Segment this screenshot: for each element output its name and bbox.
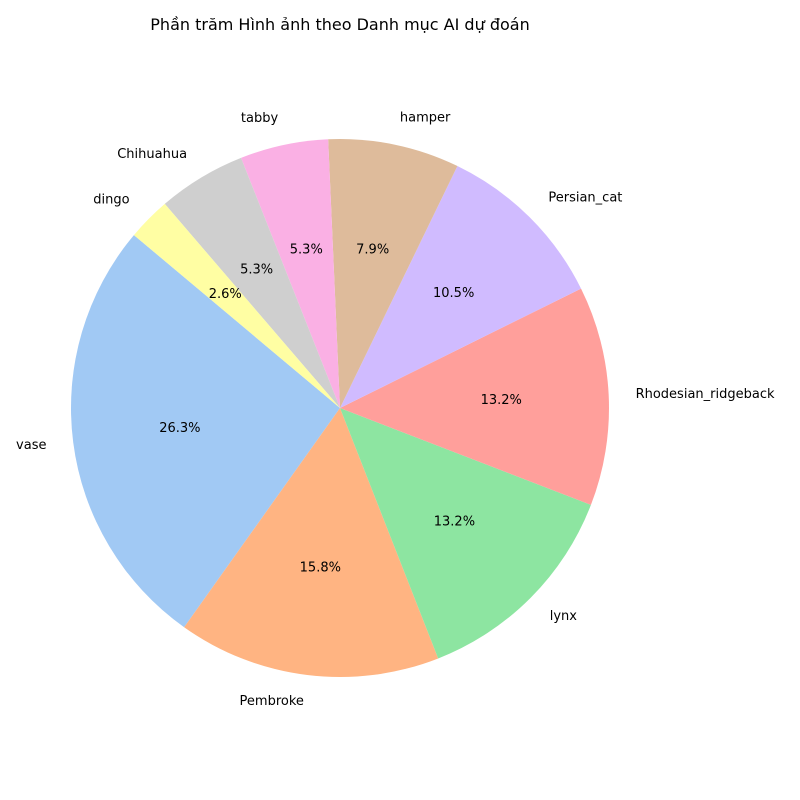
slice-label-hamper: hamper: [400, 111, 451, 126]
pie-slice-persian-cat: [340, 165, 582, 408]
pie-slice-pembroke: [184, 408, 439, 677]
slice-label-lynx: lynx: [550, 609, 578, 624]
slice-labels: vase Pembroke lynx Rhodesian_ridgeback Persi…: [16, 111, 775, 709]
pie-slice-tabby: [241, 139, 340, 408]
pie-slice-lynx: [340, 408, 591, 659]
pie-slice-rhodesian-ridgeback: [340, 288, 609, 505]
slice-label-tabby: tabby: [241, 111, 279, 126]
slice-label-vase: vase: [16, 438, 46, 453]
percent-label-persian-cat: 10.5%: [433, 286, 474, 301]
slice-label-chihuahua: Chihuahua: [117, 147, 187, 162]
slice-label-persian-cat: Persian_cat: [548, 190, 622, 205]
percent-label-hamper: 7.9%: [356, 242, 389, 257]
percent-label-rhodesian-ridgeback: 13.2%: [481, 393, 522, 408]
slice-label-pembroke: Pembroke: [240, 694, 304, 709]
chart-title: Phần trăm Hình ảnh theo Danh mục AI dự đ…: [150, 15, 529, 34]
slice-label-dingo: dingo: [93, 192, 129, 207]
pie-slice-dingo: [133, 203, 340, 408]
pie-slice-chihuahua: [164, 157, 340, 408]
pie-slice-vase: [71, 235, 341, 628]
slice-label-rhodesian-ridgeback: Rhodesian_ridgeback: [636, 387, 775, 402]
percent-label-pembroke: 15.8%: [300, 561, 341, 576]
percent-label-vase: 26.3%: [159, 421, 200, 436]
percent-label-lynx: 13.2%: [434, 514, 475, 529]
pie-slices: [71, 139, 609, 677]
percent-label-dingo: 2.6%: [209, 287, 242, 302]
percent-labels: 26.3% 15.8% 13.2% 13.2% 10.5% 7.9% 5.3% 5.3% 2.6…: [159, 242, 522, 575]
pie-slice-hamper: [328, 139, 458, 408]
percent-label-chihuahua: 5.3%: [240, 262, 273, 277]
percent-label-tabby: 5.3%: [290, 243, 323, 258]
